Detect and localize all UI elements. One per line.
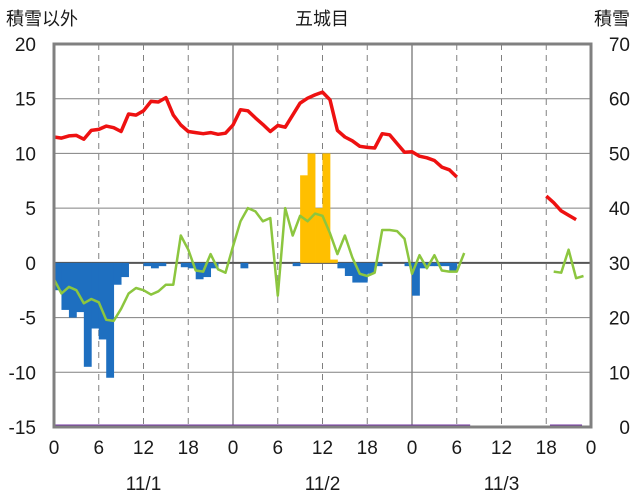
y-tick-left: 15: [15, 90, 36, 111]
x-tick-label: 0: [407, 438, 418, 459]
plot-frame: [52, 42, 593, 429]
precip-bar: [441, 262, 450, 267]
precip-bar: [337, 262, 346, 269]
precip-bar: [121, 262, 129, 278]
x-tick-label: 12: [491, 438, 512, 459]
y-tick-left: -10: [9, 363, 36, 384]
x-tick-label: 6: [272, 438, 283, 459]
axis-labels: 積雪以外 五城目 積雪 20151050-5-10-15706050403020…: [6, 9, 630, 495]
y-tick-left: 5: [25, 199, 36, 220]
precip-bar: [374, 262, 383, 267]
precip-bar: [307, 153, 316, 263]
precip-bar: [203, 262, 212, 278]
precip-bar: [292, 262, 301, 267]
x-tick-label: 0: [228, 438, 239, 459]
plot-border: [52, 42, 593, 429]
y-tick-left: 20: [15, 35, 36, 56]
date-label: 11/1: [126, 474, 162, 495]
x-tick-label: 0: [49, 438, 60, 459]
y-tick-left: 10: [15, 144, 36, 165]
snow_depth-line: [545, 194, 577, 222]
chart-title: 五城目: [295, 9, 349, 30]
precip-bar: [98, 262, 107, 340]
precip-bar: [113, 262, 122, 285]
precip-bar: [419, 262, 428, 269]
precip-bar: [359, 262, 368, 283]
x-tick-label: 6: [451, 438, 462, 459]
precip-bar: [61, 262, 70, 310]
temperature-line: [553, 248, 584, 280]
temperature-line: [52, 206, 466, 323]
x-tick-label: 0: [586, 438, 597, 459]
precip-bar: [367, 262, 376, 274]
snow_depth-line: [53, 90, 459, 179]
x-tick-label: 12: [312, 438, 333, 459]
right-axis-title: 積雪: [594, 9, 630, 30]
precip-bar: [143, 262, 152, 267]
precip-bar: [449, 262, 458, 272]
y-tick-right: 20: [609, 309, 630, 330]
precip-bar: [54, 262, 62, 291]
y-tick-left: 0: [25, 254, 36, 275]
precip-bar: [315, 208, 323, 263]
precip-bar: [240, 262, 249, 269]
x-tick-label: 18: [178, 438, 199, 459]
date-label: 11/2: [305, 474, 341, 495]
precipitation-bars: [54, 153, 458, 378]
precip-bar: [329, 259, 338, 263]
precip-bar: [180, 262, 189, 268]
left-axis-title: 積雪以外: [6, 9, 78, 30]
x-tick-label: 18: [536, 438, 557, 459]
precip-bar: [344, 262, 353, 276]
x-tick-label: 12: [133, 438, 154, 459]
x-tick-label: 6: [93, 438, 104, 459]
precip-bar: [76, 262, 85, 313]
y-tick-right: 10: [609, 363, 630, 384]
y-tick-left: -5: [19, 309, 36, 330]
precip-bar: [150, 262, 159, 269]
date-label: 11/3: [484, 474, 520, 495]
precip-bar: [188, 262, 197, 269]
x-tick-label: 18: [357, 438, 378, 459]
precip-bar: [210, 262, 219, 269]
precip-bar: [91, 262, 100, 329]
precip-bar: [158, 262, 167, 267]
y-tick-right: 0: [619, 418, 630, 439]
precip-bar: [68, 262, 77, 318]
precip-bar: [83, 262, 92, 367]
precip-bar: [352, 262, 361, 283]
y-tick-left: -15: [9, 418, 36, 439]
precip-bar: [412, 262, 420, 296]
y-tick-right: 60: [609, 90, 630, 111]
precip-bar: [426, 262, 435, 267]
y-tick-right: 70: [609, 35, 630, 56]
y-tick-right: 40: [609, 199, 630, 220]
precip-bar: [322, 153, 331, 263]
y-tick-right: 50: [609, 144, 630, 165]
y-tick-right: 30: [609, 254, 630, 275]
precip-bar: [404, 262, 413, 267]
